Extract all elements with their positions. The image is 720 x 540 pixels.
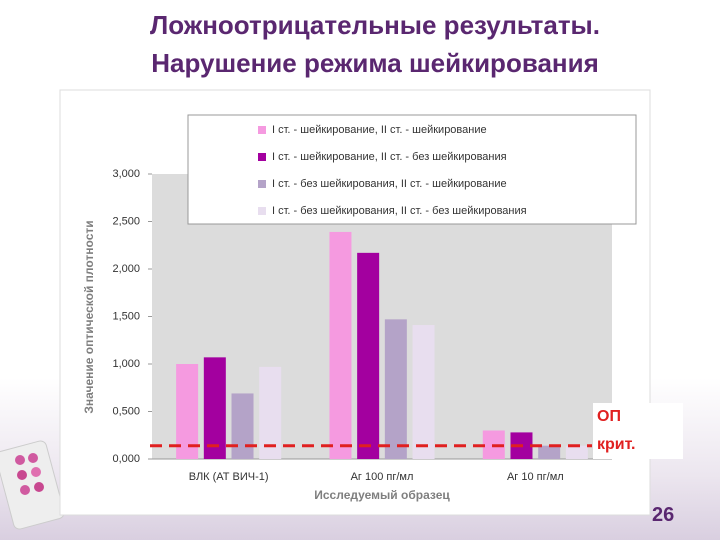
y-tick-label: 0,000 (112, 453, 140, 465)
legend-swatch (258, 153, 266, 161)
x-tick-label: Аг 10 пг/мл (507, 471, 564, 483)
legend-swatch (258, 207, 266, 215)
bar (329, 231, 352, 459)
bar (412, 325, 435, 459)
bar (259, 366, 282, 459)
title-line: Нарушение режима шейкирования (151, 48, 599, 78)
bar (384, 319, 407, 459)
page-number: 26 (652, 504, 675, 526)
y-tick-label: 3,000 (112, 168, 140, 180)
bar (176, 364, 199, 459)
bar (203, 357, 226, 459)
legend-label: I ст. - без шейкирования, II ст. - шейки… (272, 178, 507, 190)
legend-swatch (258, 126, 266, 134)
y-tick-label: 1,000 (112, 358, 140, 370)
legend-label: I ст. - шейкирование, II ст. - без шейки… (272, 151, 507, 163)
bar (565, 445, 588, 459)
title-line: Ложноотрицательные результаты. (150, 10, 600, 40)
x-tick-label: ВЛК (АТ ВИЧ-1) (189, 471, 269, 483)
y-tick-label: 0,500 (112, 405, 140, 417)
legend-swatch (258, 180, 266, 188)
y-tick-label: 2,000 (112, 263, 140, 275)
bar (357, 252, 380, 459)
decoration (0, 440, 65, 530)
bar (231, 393, 254, 459)
bar (538, 445, 561, 459)
y-tick-label: 1,500 (112, 310, 140, 322)
y-tick-label: 2,500 (112, 215, 140, 227)
legend-label: I ст. - без шейкирования, II ст. - без ш… (272, 205, 527, 217)
y-axis-label: Значение оптической плотности (82, 220, 96, 413)
threshold-label: ОП крит. (593, 403, 683, 459)
x-tick-label: Аг 100 пг/мл (351, 471, 414, 483)
legend-label: I ст. - шейкирование, II ст. - шейкирова… (272, 124, 487, 136)
x-axis-label: Исследуемый образец (314, 488, 450, 502)
